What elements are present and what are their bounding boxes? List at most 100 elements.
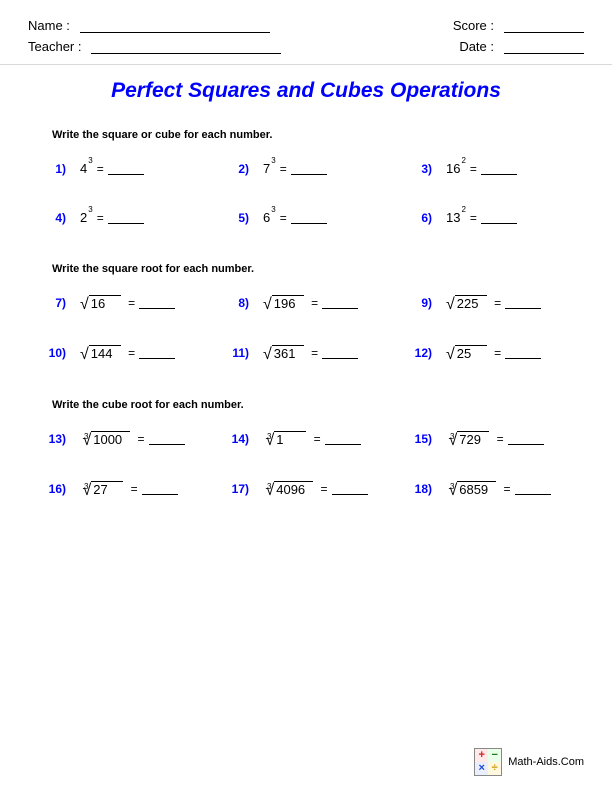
problem-number: 6) (404, 211, 432, 225)
radical-icon: √ (446, 298, 455, 312)
problem-row: 16) 3√27 = 17) 3√4096 = 18) 3√6859 = (38, 481, 574, 497)
radical-icon: √ (265, 484, 274, 498)
problem-row: 1) 43 = 2) 73 = 3) 162 = (38, 161, 574, 176)
root-expression: 3√6859 (446, 481, 496, 497)
problem: 10) √144 = (38, 345, 208, 361)
problem-number: 8) (221, 296, 249, 310)
header-rule (0, 64, 612, 65)
problem: 14) 3√1 = (221, 431, 391, 447)
root-expression: 3√4096 (263, 481, 313, 497)
equals: = (97, 162, 104, 176)
header-row-2: Teacher : Date : (28, 39, 584, 54)
problem-number: 13) (38, 432, 66, 446)
problem: 17) 3√4096 = (221, 481, 391, 497)
problem: 2) 73 = (221, 161, 391, 176)
radical-icon: √ (446, 348, 455, 362)
problem-number: 18) (404, 482, 432, 496)
teacher-blank[interactable] (91, 40, 281, 54)
teacher-label: Teacher : (28, 39, 81, 54)
answer-blank[interactable] (481, 212, 517, 224)
problem: 11) √361 = (221, 345, 391, 361)
page-title: Perfect Squares and Cubes Operations (28, 79, 584, 103)
answer-blank[interactable] (139, 347, 175, 359)
section-3-instruction: Write the cube root for each number. (52, 399, 584, 411)
score-label: Score : (453, 18, 494, 33)
root-expression: √225 (446, 295, 487, 311)
problem: 5) 63 = (221, 210, 391, 225)
answer-blank[interactable] (322, 297, 358, 309)
problem: 7) √16 = (38, 295, 208, 311)
problem: 4) 23 = (38, 210, 208, 225)
problem: 18) 3√6859 = (404, 481, 574, 497)
root-expression: √196 (263, 295, 304, 311)
answer-blank[interactable] (108, 163, 144, 175)
root-expression: 3√1 (263, 431, 306, 447)
root-expression: 3√729 (446, 431, 489, 447)
root-expression: √16 (80, 295, 121, 311)
section-1-problems: 1) 43 = 2) 73 = 3) 162 = 4) 23 (38, 161, 574, 225)
date-field: Date : (459, 39, 584, 54)
radical-icon: √ (448, 434, 457, 448)
answer-blank[interactable] (508, 433, 544, 445)
header-row-1: Name : Score : (28, 18, 584, 33)
footer: + − × ÷ Math-Aids.Com (474, 748, 584, 776)
power-expression: 73 (263, 161, 276, 176)
answer-blank[interactable] (142, 483, 178, 495)
answer-blank[interactable] (291, 212, 327, 224)
section-1-instruction: Write the square or cube for each number… (52, 129, 584, 141)
date-label: Date : (459, 39, 494, 54)
score-field: Score : (453, 18, 584, 33)
answer-blank[interactable] (505, 347, 541, 359)
problem-row: 10) √144 = 11) √361 = 12) √25 = (38, 345, 574, 361)
root-expression: 3√27 (80, 481, 123, 497)
radical-icon: √ (265, 434, 274, 448)
problem: 16) 3√27 = (38, 481, 208, 497)
root-expression: √144 (80, 345, 121, 361)
problem: 15) 3√729 = (404, 431, 574, 447)
answer-blank[interactable] (139, 297, 175, 309)
problem-number: 11) (221, 346, 249, 360)
problem: 6) 132 = (404, 210, 574, 225)
answer-blank[interactable] (325, 433, 361, 445)
problem-row: 7) √16 = 8) √196 = 9) √225 = (38, 295, 574, 311)
power-expression: 162 (446, 161, 466, 176)
answer-blank[interactable] (108, 212, 144, 224)
problem-row: 4) 23 = 5) 63 = 6) 132 = (38, 210, 574, 225)
radical-icon: √ (80, 348, 89, 362)
problem-number: 2) (221, 162, 249, 176)
root-expression: 3√1000 (80, 431, 130, 447)
problem-number: 5) (221, 211, 249, 225)
answer-blank[interactable] (481, 163, 517, 175)
problem-number: 16) (38, 482, 66, 496)
radical-icon: √ (263, 298, 272, 312)
problem-number: 17) (221, 482, 249, 496)
section-3-problems: 13) 3√1000 = 14) 3√1 = 15) 3√729 = 16) 3… (38, 431, 574, 497)
radical-icon: √ (448, 484, 457, 498)
section-2-problems: 7) √16 = 8) √196 = 9) √225 = 10) √144 (38, 295, 574, 361)
score-blank[interactable] (504, 19, 584, 33)
problem-number: 14) (221, 432, 249, 446)
section-2-instruction: Write the square root for each number. (52, 263, 584, 275)
answer-blank[interactable] (332, 483, 368, 495)
math-aids-logo-icon: + − × ÷ (474, 748, 502, 776)
answer-blank[interactable] (149, 433, 185, 445)
problem: 8) √196 = (221, 295, 391, 311)
radical-icon: √ (80, 298, 89, 312)
answer-blank[interactable] (515, 483, 551, 495)
problem-number: 3) (404, 162, 432, 176)
name-blank[interactable] (80, 19, 270, 33)
radical-icon: √ (82, 434, 91, 448)
answer-blank[interactable] (505, 297, 541, 309)
problem-number: 9) (404, 296, 432, 310)
power-expression: 63 (263, 210, 276, 225)
problem-number: 12) (404, 346, 432, 360)
problem-number: 1) (38, 162, 66, 176)
power-expression: 43 (80, 161, 93, 176)
problem: 9) √225 = (404, 295, 574, 311)
problem: 12) √25 = (404, 345, 574, 361)
answer-blank[interactable] (291, 163, 327, 175)
date-blank[interactable] (504, 40, 584, 54)
radical-icon: √ (263, 348, 272, 362)
teacher-field: Teacher : (28, 39, 281, 54)
answer-blank[interactable] (322, 347, 358, 359)
